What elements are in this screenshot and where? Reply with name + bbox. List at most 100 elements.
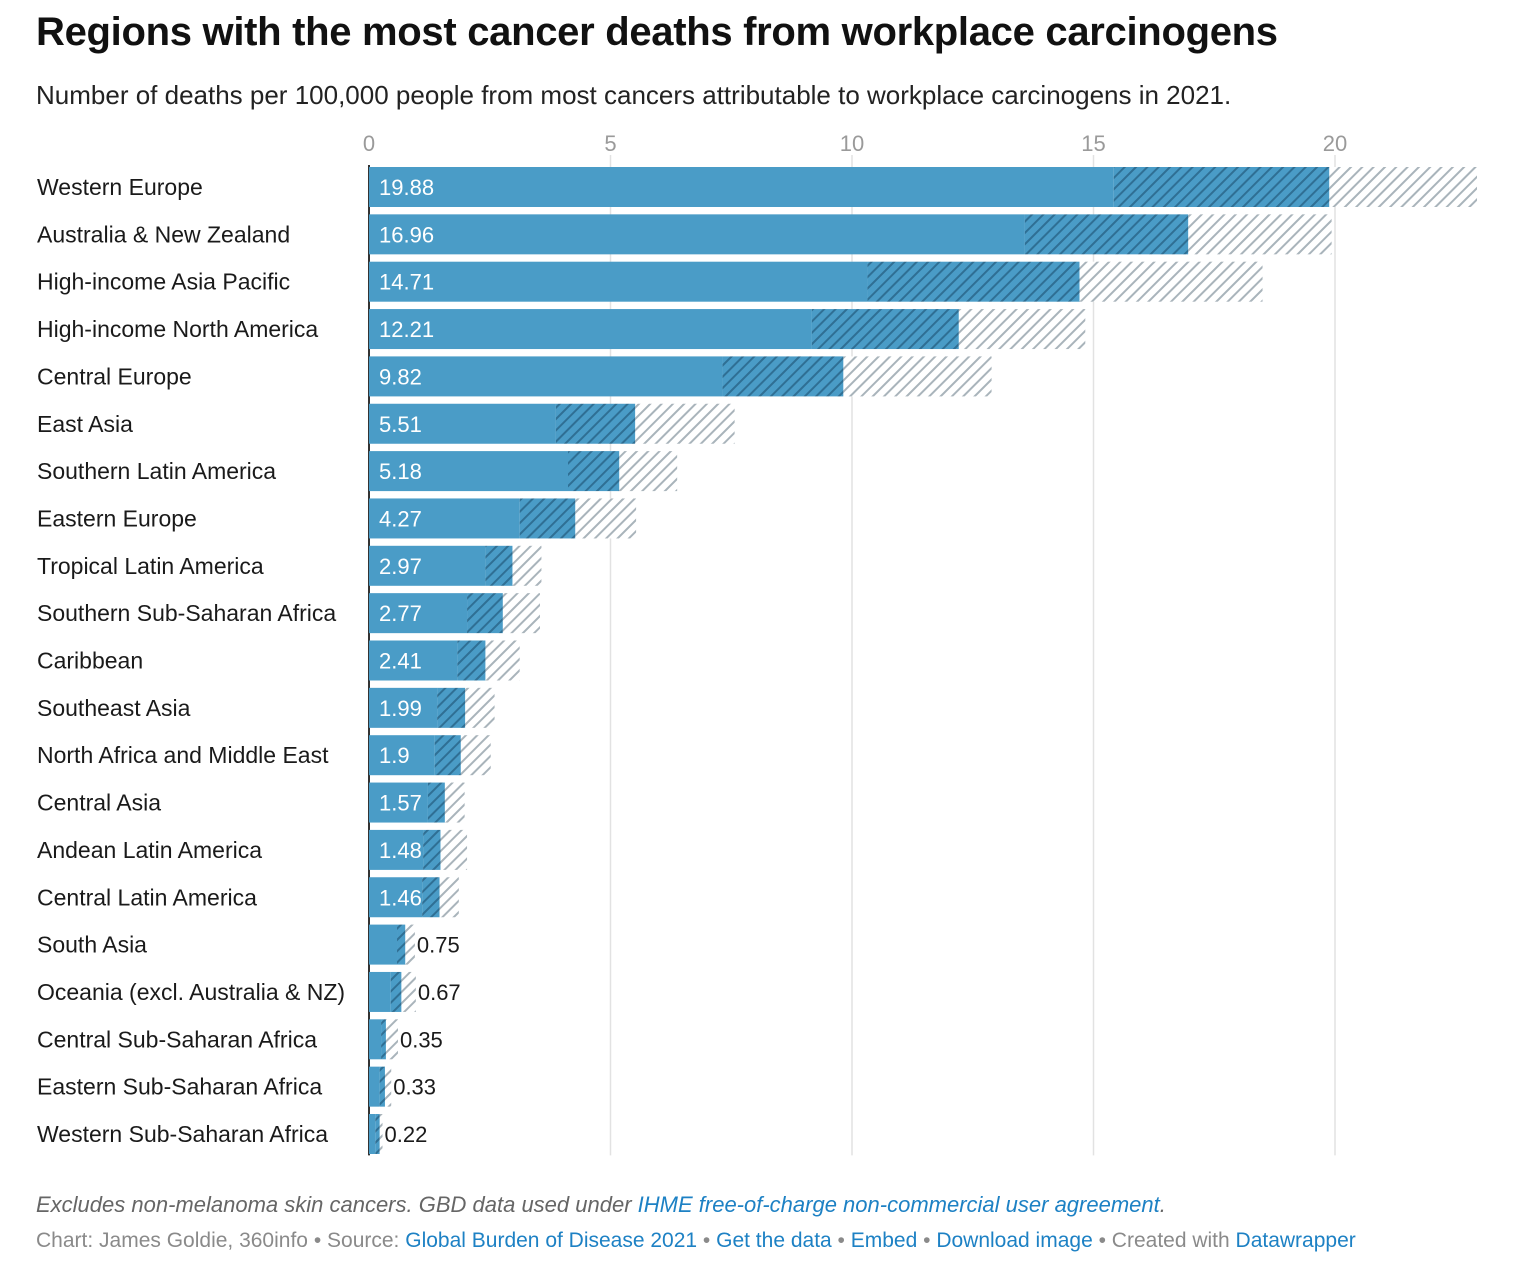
value-label: 0.75	[417, 933, 460, 958]
uncertainty-upper	[1188, 214, 1332, 255]
uncertainty-upper	[465, 687, 495, 728]
bar-row: 2.41	[369, 640, 520, 681]
category-label: Central Sub-Saharan Africa	[37, 1026, 317, 1052]
uncertainty-lower	[867, 261, 1080, 302]
uncertainty-lower	[375, 1114, 380, 1154]
uncertainty-lower	[722, 356, 844, 397]
uncertainty-lower	[379, 1066, 385, 1107]
embed-link[interactable]: Embed	[850, 1229, 918, 1252]
bar	[369, 593, 468, 634]
category-label: South Asia	[37, 932, 147, 958]
uncertainty-upper	[635, 403, 735, 444]
value-label: 12.21	[379, 317, 434, 342]
value-label: 0.22	[385, 1122, 428, 1147]
separator: •	[917, 1229, 937, 1252]
uncertainty-lower	[397, 924, 406, 965]
separator: •	[697, 1229, 717, 1252]
bar-row: 12.21	[369, 309, 1086, 350]
uncertainty-lower	[457, 640, 486, 681]
bar	[369, 261, 868, 302]
bar-row: 0.75	[369, 924, 460, 965]
value-label: 0.33	[393, 1075, 436, 1100]
value-label: 1.9	[379, 743, 410, 768]
bar-row: 0.33	[369, 1066, 436, 1107]
category-label: Caribbean	[37, 648, 143, 674]
bar	[369, 1114, 376, 1154]
uncertainty-lower	[519, 498, 576, 539]
category-label: Central Latin America	[37, 884, 257, 910]
bar	[369, 640, 458, 681]
bar-row: 1.99	[369, 687, 495, 728]
category-label: Australia & New Zealand	[37, 221, 290, 247]
bar-row: 19.88	[369, 167, 1478, 207]
uncertainty-lower	[567, 451, 620, 492]
bar	[369, 1019, 382, 1060]
bar-row: 16.96	[369, 214, 1332, 255]
category-label: Eastern Sub-Saharan Africa	[37, 1074, 322, 1100]
uncertainty-upper	[444, 782, 465, 823]
bar-row: 9.82	[369, 356, 992, 397]
uncertainty-upper	[843, 356, 992, 397]
get-data-link[interactable]: Get the data	[716, 1229, 832, 1252]
value-label: 1.57	[379, 791, 422, 816]
created-prefix: Created with	[1111, 1229, 1236, 1252]
bar-row: 4.27	[369, 498, 637, 539]
bar-chart: 0 5 10 15 20 19.88 16.96 14.71 12.21 9.82 5.51 5.1…	[37, 131, 1478, 1156]
category-label: Western Europe	[37, 174, 203, 200]
value-label: 4.27	[379, 506, 422, 531]
uncertainty-lower	[434, 735, 461, 776]
bar-row: 1.48	[369, 829, 468, 870]
category-label: Oceania (excl. Australia & NZ)	[37, 979, 345, 1005]
x-tick-label: 0	[363, 131, 375, 156]
value-label: 1.46	[379, 885, 422, 910]
category-label: Central Europe	[37, 363, 192, 389]
bar	[369, 735, 435, 776]
category-label: Tropical Latin America	[37, 553, 264, 579]
uncertainty-lower	[437, 687, 466, 728]
value-label: 2.77	[379, 601, 422, 626]
uncertainty-upper	[485, 640, 520, 681]
bar	[369, 971, 391, 1012]
bar	[369, 829, 424, 870]
uncertainty-upper	[1329, 167, 1478, 207]
uncertainty-upper	[385, 1019, 398, 1060]
category-label: High-income Asia Pacific	[37, 269, 290, 295]
x-axis-ticks: 0 5 10 15 20	[363, 131, 1347, 156]
datawrapper-link[interactable]: Datawrapper	[1235, 1229, 1356, 1252]
bar	[369, 403, 556, 444]
category-label: High-income North America	[37, 316, 318, 342]
bar-row: 0.67	[369, 971, 461, 1012]
value-label: 5.51	[379, 412, 422, 437]
value-label: 14.71	[379, 270, 434, 295]
bar-row: 2.77	[369, 593, 540, 634]
x-tick-label: 20	[1323, 131, 1347, 156]
source-link[interactable]: Global Burden of Disease 2021	[405, 1229, 698, 1252]
value-label: 0.35	[400, 1027, 443, 1052]
uncertainty-lower	[390, 971, 402, 1012]
category-labels: Western Europe Australia & New Zealand Hig…	[37, 174, 345, 1147]
bar	[369, 782, 428, 823]
uncertainty-upper	[405, 924, 415, 965]
uncertainty-lower	[1113, 167, 1330, 207]
bar-row: 0.22	[369, 1114, 427, 1154]
bar	[369, 167, 1114, 207]
separator: •	[831, 1229, 851, 1252]
bar	[369, 924, 398, 965]
uncertainty-upper	[575, 498, 637, 539]
download-image-link[interactable]: Download image	[936, 1229, 1093, 1252]
bars: 19.88 16.96 14.71 12.21 9.82 5.51 5.18 4.27 2.97…	[369, 167, 1478, 1154]
uncertainty-lower	[1024, 214, 1189, 255]
uncertainty-upper	[958, 309, 1086, 350]
bar-row: 14.71	[369, 261, 1263, 302]
bar-row: 2.97	[369, 545, 542, 586]
uncertainty-upper	[512, 545, 542, 586]
separator: •	[307, 1229, 328, 1252]
bar	[369, 1066, 380, 1107]
category-label: North Africa and Middle East	[37, 742, 329, 768]
uncertainty-lower	[427, 782, 445, 823]
license-link[interactable]: IHME free-of-charge non-commercial user …	[637, 1192, 1160, 1217]
footer-note: Excludes non-melanoma skin cancers. GBD …	[36, 1192, 1166, 1218]
bar	[369, 545, 486, 586]
value-label: 1.48	[379, 838, 422, 863]
chart-subtitle: Number of deaths per 100,000 people from…	[36, 80, 1232, 110]
